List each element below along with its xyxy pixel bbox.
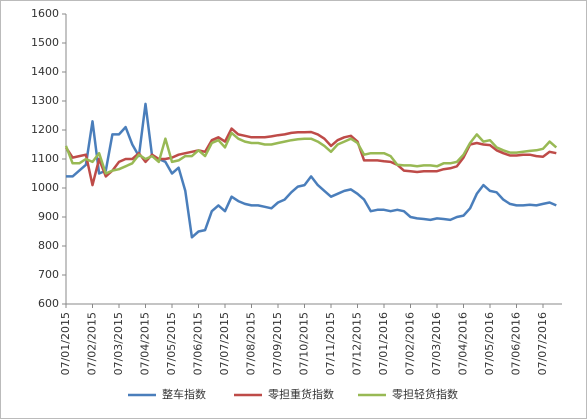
x-tick-label: 07/05/2015 (165, 312, 178, 375)
x-tick-label: 07/07/2016 (536, 312, 549, 375)
x-tick-label: 07/02/2016 (404, 312, 417, 375)
y-tick-label: 1200 (31, 123, 59, 136)
y-tick-label: 1100 (31, 152, 59, 165)
legend-label: 零担轻货指数 (392, 387, 458, 401)
x-tick-label: 07/06/2016 (510, 312, 523, 375)
y-tick-label: 600 (38, 297, 59, 310)
x-tick-label: 07/04/2015 (139, 312, 152, 375)
y-tick-label: 700 (38, 268, 59, 281)
x-tick-label: 07/08/2015 (245, 312, 258, 375)
x-tick-label: 07/02/2015 (86, 312, 99, 375)
series-line (66, 102, 557, 239)
x-tick-label: 07/03/2015 (112, 312, 125, 375)
x-tick-label: 07/04/2016 (457, 312, 470, 375)
y-tick-label: 900 (38, 210, 59, 223)
y-tick-label: 800 (38, 239, 59, 252)
x-tick-label: 07/07/2015 (218, 312, 231, 375)
series-line (64, 127, 557, 187)
x-tick-label: 07/03/2016 (430, 312, 443, 375)
y-tick-label: 1600 (31, 7, 59, 20)
y-tick-label: 1300 (31, 94, 59, 107)
x-tick-label: 07/10/2015 (298, 312, 311, 375)
series-line (64, 131, 558, 175)
x-tick-label: 07/12/2015 (351, 312, 364, 375)
y-tick-label: 1400 (31, 65, 59, 78)
x-tick-label: 07/09/2015 (271, 312, 284, 375)
legend-label: 整车指数 (162, 387, 206, 401)
x-tick-label: 07/01/2016 (377, 312, 390, 375)
x-tick-label: 07/06/2015 (192, 312, 205, 375)
y-tick-label: 1500 (31, 36, 59, 49)
x-tick-label: 07/05/2016 (483, 312, 496, 375)
y-tick-label: 1000 (31, 181, 59, 194)
x-tick-label: 07/11/2015 (324, 312, 337, 375)
x-tick-label: 07/01/2015 (59, 312, 72, 375)
legend-label: 零担重货指数 (268, 387, 334, 401)
